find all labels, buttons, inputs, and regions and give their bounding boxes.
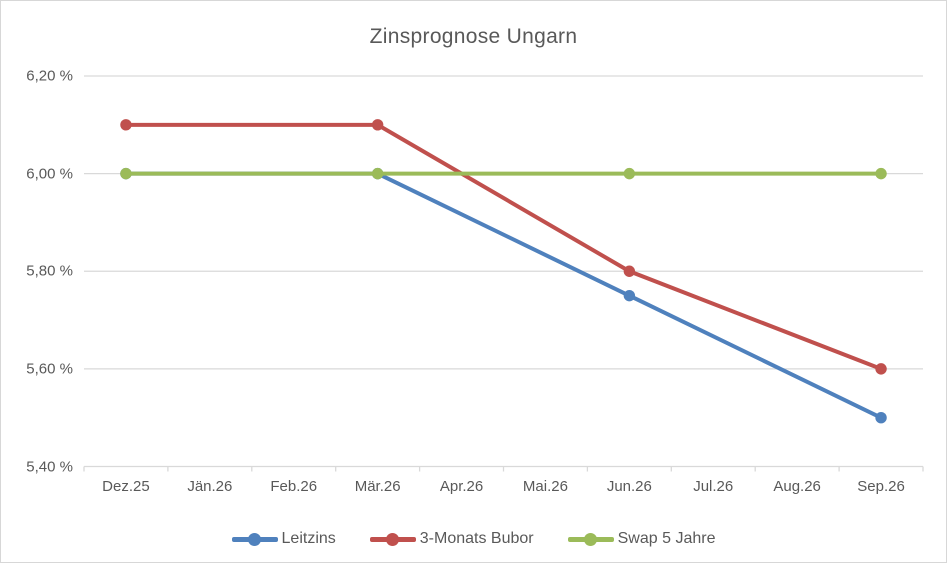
series-point-leitzins xyxy=(623,289,636,302)
series-line-bubor xyxy=(123,122,884,371)
x-axis-tick-label: Dez.25 xyxy=(102,478,150,495)
legend-label-swap: Swap 5 Jahre xyxy=(617,530,716,547)
series-point-bubor xyxy=(371,119,384,131)
x-axis-tick-label: Aug.26 xyxy=(773,478,821,495)
chart-legend: Leitzins 3-Monats Bubor Swap 5 Jahre xyxy=(1,530,946,548)
x-axis-tick-label: Mai.26 xyxy=(522,478,568,495)
legend-item-swap: Swap 5 Jahre xyxy=(567,530,716,548)
y-axis-tick-label: 6,00 % xyxy=(26,165,73,183)
legend-item-bubor: 3-Monats Bubor xyxy=(369,530,534,548)
x-axis-tick-label: Jän.26 xyxy=(187,478,233,495)
legend-item-leitzins: Leitzins xyxy=(231,530,336,548)
x-axis-tick-label: Jul.26 xyxy=(693,478,734,495)
series-point-bubor xyxy=(875,363,887,375)
legend-label-leitzins: Leitzins xyxy=(281,530,336,547)
x-axis-tick-label: Feb.26 xyxy=(270,478,318,495)
legend-marker-bubor xyxy=(369,532,416,546)
y-axis-tick-label: 6,20 % xyxy=(26,67,73,85)
series-point-swap xyxy=(623,167,636,180)
y-axis-tick-label: 5,80 % xyxy=(26,262,73,280)
x-axis-tick-label: Mär.26 xyxy=(354,478,401,495)
x-axis-tick-label: Jun.26 xyxy=(606,478,652,495)
x-axis-tick-label: Sep.26 xyxy=(857,478,905,495)
series-point-bubor xyxy=(623,265,636,277)
series-point-swap xyxy=(120,167,132,180)
legend-marker-swap xyxy=(567,532,614,546)
series-point-bubor xyxy=(120,119,132,131)
series-line-leitzins xyxy=(123,171,884,420)
y-axis-tick-label: 5,40 % xyxy=(26,458,73,475)
series-point-leitzins xyxy=(875,411,887,424)
y-axis-tick-label: 5,60 % xyxy=(26,360,73,378)
series-point-swap xyxy=(371,167,384,180)
chart-title: Zinsprognose Ungarn xyxy=(369,25,578,48)
legend-label-bubor: 3-Monats Bubor xyxy=(419,530,534,547)
x-axis-tick-label: Apr.26 xyxy=(439,478,484,495)
legend-marker-leitzins xyxy=(231,532,278,546)
series-point-swap xyxy=(875,167,887,180)
